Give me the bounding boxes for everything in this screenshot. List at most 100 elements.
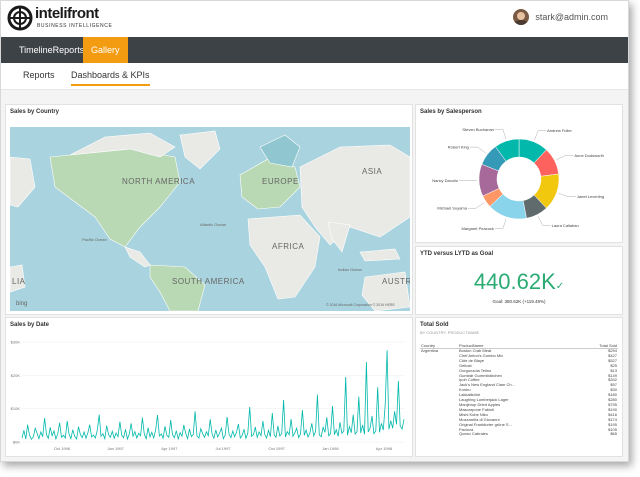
cell-total-sold: $97 (610, 382, 617, 388)
table-row[interactable]: Ipoh Coffee $332 (420, 378, 618, 383)
user-email: stark@admin.com (535, 12, 608, 22)
cell-total-sold: $174 (608, 416, 617, 422)
pie-leader-line (534, 130, 547, 141)
table-row[interactable]: Mozzarella di Giovanni $174 (420, 416, 618, 423)
cell-productname: Mascarpone Fabioli (459, 406, 494, 412)
table-row[interactable]: Chef Anton's Gumbo Mix $427 (420, 352, 618, 359)
pie-leader-line (494, 129, 507, 140)
cell-total-sold: $13 (610, 367, 617, 373)
pie-label: Andrew Fuller (547, 128, 572, 133)
cell-total-sold: $105 (608, 426, 617, 432)
pie-label: Steven Buchanan (462, 127, 494, 132)
nav-item-timelinereports[interactable]: TimelineReports (19, 45, 85, 55)
table-row[interactable]: Pavlova $105 (420, 426, 618, 433)
cell-productname: Geitost (459, 362, 472, 368)
sales-by-date-chart[interactable]: $30K $20K $10K $0K Oct 1996 Jan 1997 Apr 1997 J… (8, 334, 410, 454)
map-label-indian-ocean: Indian Ocean (338, 267, 362, 272)
table-row[interactable]: Gumbär Gummibärchen $149 (420, 372, 618, 379)
total-sold-table[interactable]: Country ProductName Total Sold Argentina… (420, 342, 618, 437)
tile-ytd-vs-lytd[interactable]: YTD versus LYTD as Goal 440.62K✓ Goal: 3… (415, 246, 623, 315)
column-header-total-sold[interactable]: Total Sold (577, 342, 618, 349)
cell-total-sold: $30 (610, 387, 617, 393)
table-row[interactable]: Lakkalikööri $180 (420, 392, 618, 398)
cell-total-sold: $416 (608, 411, 617, 417)
pie-label: Michael Suyama (437, 206, 467, 211)
table-row[interactable]: Original Frankfurter grüne S... $195 (420, 421, 618, 428)
sales-line-series[interactable] (21, 350, 405, 441)
tile-title: Sales by Country (10, 109, 60, 115)
kpi-goal: Goal: 380.62K (+119.49%) (492, 299, 546, 304)
tile-sales-by-salesperson[interactable]: Sales by Salesperson Andrew Fuller Anne D… (415, 104, 623, 243)
cell-productname: Côte de Blaye (459, 357, 485, 363)
cell-productname: Gumbär Gummibärchen (459, 372, 502, 378)
table-row[interactable]: Gorgonzola Telino $13 (420, 367, 618, 374)
cell-total-sold: $294 (608, 348, 617, 353)
tab-dashboards-kpis[interactable]: Dashboards & KPIs (71, 70, 150, 86)
x-tick-label: Apr 1997 (161, 446, 178, 451)
tile-subtitle: BY COUNTRY, PRODUCTNAME (420, 330, 480, 335)
cell-productname: Pavlova (459, 426, 474, 432)
table-row[interactable]: Jack's New England Clam Ch... $97 (420, 382, 618, 388)
cell-total-sold: $427 (608, 352, 617, 358)
cell-total-sold: $332 (608, 377, 617, 383)
tile-title: Sales by Date (10, 322, 50, 328)
pie-slice[interactable] (495, 138, 520, 162)
map-label-europe: EUROPE (262, 177, 299, 186)
pie-leader-line (469, 146, 486, 154)
top-bar: intelifront BUSINESS INTELLIGENCE stark@… (1, 1, 628, 37)
world-map[interactable]: NORTH AMERICA EUROPE ASIA AFRICA SOUTH A… (10, 127, 410, 311)
y-tick-label: $10K (11, 406, 21, 411)
cell-total-sold: $795 (608, 401, 617, 407)
table-row[interactable]: Mishi Kobe Niku $416 (420, 411, 618, 418)
table-row[interactable]: Geitost $25 (420, 362, 618, 369)
column-header-productname[interactable]: ProductName (458, 342, 578, 349)
table-row[interactable]: Manjimup Dried Apples $795 (420, 401, 618, 408)
x-tick-label: Apr 1998 (376, 446, 393, 451)
table-row[interactable]: Konbu $30 (420, 387, 618, 393)
world-map-graphic (10, 130, 410, 311)
sub-nav: Reports Dashboards & KPIs (1, 63, 628, 90)
cell-total-sold: $190 (608, 406, 617, 412)
kpi-value: 440.62K✓ (473, 269, 565, 294)
map-label-lia: LIA (12, 277, 26, 286)
cell-total-sold: $149 (608, 372, 617, 378)
cell-country: Argentina (421, 348, 439, 353)
cell-productname: Chef Anton's Gumbo Mix (459, 352, 504, 358)
table-row[interactable]: Queso Cabrales $65 (420, 432, 618, 437)
pie-leader-line (537, 216, 551, 226)
map-label-asia: ASIA (362, 167, 383, 176)
tile-sales-by-country[interactable]: Sales by Country (5, 104, 413, 315)
tile-total-sold[interactable]: Total Sold BY COUNTRY, PRODUCTNAME Count… (415, 317, 623, 457)
cell-productname: Laughing Lumberjack Lager (459, 397, 509, 403)
pie-label: Laura Callahan (552, 223, 579, 228)
pie-label: Nancy Davolio (432, 178, 459, 183)
cell-total-sold: $527 (608, 357, 617, 363)
map-label-atlantic-ocean: Atlantic Ocean (200, 222, 227, 227)
x-tick-label: Jan 1997 (107, 446, 124, 451)
user-menu[interactable]: stark@admin.com (513, 9, 608, 25)
map-attribution: © 2016 Microsoft Corporation © 2016 HERE (326, 303, 395, 307)
avatar[interactable] (513, 9, 530, 25)
x-tick-label: Jul 1997 (215, 446, 231, 451)
nav-item-gallery[interactable]: Gallery (83, 37, 128, 63)
tab-reports[interactable]: Reports (23, 70, 55, 80)
tile-sales-by-date[interactable]: Sales by Date $30K $20K $10K $0K Oct 1996 Jan… (5, 317, 413, 457)
map-label-south-america: SOUTH AMERICA (172, 277, 245, 286)
table-row[interactable]: Mascarpone Fabioli $190 (420, 406, 618, 413)
cell-productname: Lakkalikööri (459, 392, 481, 398)
table-row[interactable]: Argentina Boston Crab Meat $294 (420, 348, 618, 354)
cell-total-sold: $195 (608, 421, 617, 427)
intelifront-logo[interactable]: intelifront BUSINESS INTELLIGENCE (7, 5, 127, 33)
column-header-country[interactable]: Country (420, 342, 458, 349)
pie-leader-line (558, 193, 576, 197)
salesperson-donut-chart[interactable]: Andrew Fuller Anne Dodsworth Janet Leverli… (416, 121, 622, 241)
map-label-north-america: NORTH AMERICA (122, 177, 196, 186)
logo-graphic (7, 5, 33, 31)
map-label-austr: AUSTR (382, 277, 410, 286)
pie-label: Margaret Peacock (461, 226, 493, 231)
table-row[interactable]: Côte de Blaye $527 (420, 357, 618, 364)
main-nav: TimelineReports Gallery (1, 37, 628, 63)
cell-productname: Queso Cabrales (459, 431, 488, 437)
table-row[interactable]: Laughing Lumberjack Lager $280 (420, 397, 618, 403)
y-tick-label: $0K (13, 440, 20, 445)
